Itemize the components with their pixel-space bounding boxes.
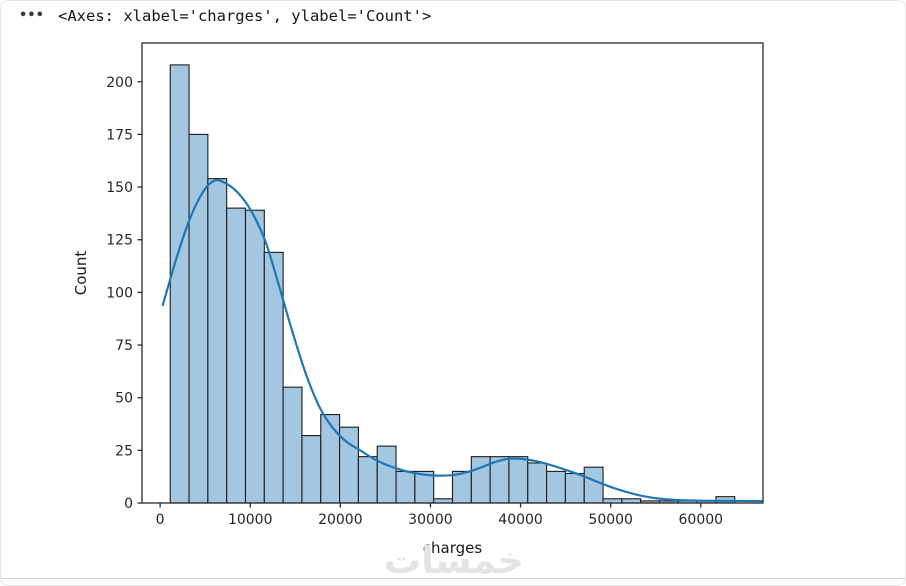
histogram-bar	[169, 64, 190, 504]
y-tick-label: 125	[106, 233, 133, 249]
axes-frame	[141, 42, 764, 504]
bottom-divider	[1, 578, 905, 579]
histogram-bar	[527, 462, 548, 504]
x-axis: 0 10000 20000 30000 40000 50000 60000	[156, 503, 723, 528]
histogram-bar	[244, 209, 265, 504]
x-axis-label: charges	[423, 539, 483, 557]
histogram-bar	[395, 470, 416, 504]
histogram-bar	[320, 413, 341, 504]
histogram-bar	[564, 472, 585, 504]
kde-curve	[161, 179, 764, 503]
histogram-bar	[546, 470, 566, 504]
axes-repr-text: <Axes: xlabel='charges', ylabel='Count'>	[58, 7, 432, 25]
y-tick-label: 75	[115, 338, 133, 354]
histogram-bar	[508, 456, 529, 504]
output-header: ••• <Axes: xlabel='charges', ylabel='Cou…	[1, 1, 905, 35]
histogram-bar	[207, 178, 228, 504]
collapsed-cell-ellipsis-icon[interactable]: •••	[19, 8, 44, 23]
y-tick-label: 100	[106, 285, 133, 301]
x-tick-label: 10000	[228, 512, 273, 528]
x-tick-label: 0	[156, 512, 165, 528]
histogram-bar	[282, 386, 303, 504]
x-tick-label: 20000	[318, 512, 363, 528]
y-tick-label: 25	[115, 443, 133, 459]
histogram-bar	[470, 456, 491, 504]
y-tick-label: 0	[124, 496, 133, 512]
histogram-bar	[301, 435, 322, 504]
histogram-bar	[226, 207, 247, 504]
y-tick-label: 200	[106, 75, 133, 91]
histogram-bar	[583, 466, 604, 504]
histogram-bar	[376, 445, 397, 504]
y-axis: 0 25 50 75 100 125 150 175 200	[106, 75, 142, 512]
y-tick-label: 150	[106, 180, 133, 196]
histogram-bar	[451, 470, 472, 504]
x-tick-label: 50000	[588, 512, 633, 528]
x-tick-label: 30000	[408, 512, 453, 528]
khamsat-watermark: خمسات	[383, 539, 525, 582]
y-axis-label: Count	[72, 251, 90, 296]
x-tick-label: 60000	[679, 512, 724, 528]
y-tick-label: 50	[115, 391, 133, 407]
histogram-bars	[169, 64, 736, 504]
histogram-bar	[357, 456, 378, 504]
x-tick-label: 40000	[498, 512, 543, 528]
y-tick-label: 175	[106, 127, 133, 143]
